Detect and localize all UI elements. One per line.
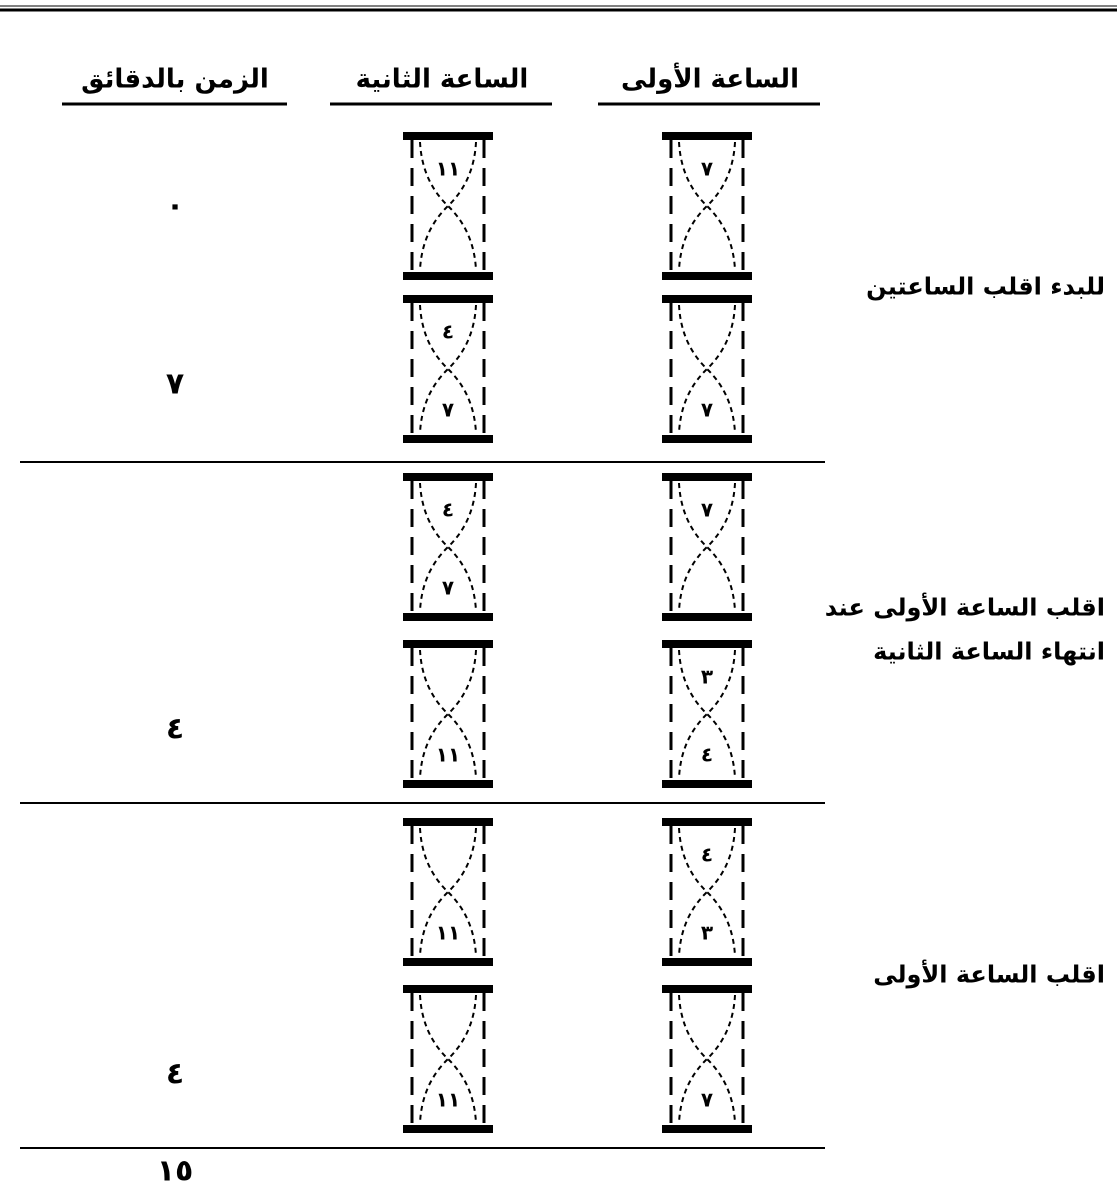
hourglass-glass xyxy=(678,482,736,612)
time-value: ٤ xyxy=(166,712,184,747)
sand-top: ١١ xyxy=(436,157,460,181)
sand-top: ٣ xyxy=(701,665,713,689)
hourglass-bottom xyxy=(662,613,752,621)
hourglass: ٤٧ xyxy=(403,473,493,621)
sand-bottom: ٣ xyxy=(701,921,713,945)
hourglass-glass xyxy=(678,649,736,779)
hourglass-top xyxy=(662,818,752,826)
hourglass-bottom xyxy=(403,272,493,280)
hourglass-bottom xyxy=(662,780,752,788)
hourglass-bottom xyxy=(662,272,752,280)
hourglass-bottom xyxy=(662,435,752,443)
hourglass-glass xyxy=(419,827,477,957)
hourglass-glass xyxy=(419,994,477,1124)
hourglass-bottom xyxy=(403,435,493,443)
hourglass: ٤٧ xyxy=(403,295,493,443)
hourglass-glass xyxy=(419,141,477,271)
sand-bottom: ٤ xyxy=(701,743,713,767)
hourglass-glass xyxy=(419,827,477,957)
hourglass-glass xyxy=(419,649,477,779)
header-second: الساعة الثانية xyxy=(356,65,529,95)
hourglass-glass xyxy=(678,649,736,779)
hourglass: ٧ xyxy=(662,985,752,1133)
hourglass-glass xyxy=(419,994,477,1124)
sand-top: ٤ xyxy=(442,498,454,522)
hourglass: ٧ xyxy=(662,132,752,280)
hourglass: ١١ xyxy=(403,132,493,280)
hourglass-bottom xyxy=(403,958,493,966)
hourglass-glass xyxy=(678,994,736,1124)
sand-top: ٤ xyxy=(442,320,454,344)
sand-top: ٧ xyxy=(701,157,713,181)
hourglass-top xyxy=(403,132,493,140)
hourglass: ٧ xyxy=(662,473,752,621)
hourglass-glass xyxy=(678,141,736,271)
hourglass-top xyxy=(403,473,493,481)
hourglass-top xyxy=(662,985,752,993)
hourglass-top xyxy=(662,295,752,303)
time-value: ٠ xyxy=(166,189,184,224)
hourglass-bottom xyxy=(662,958,752,966)
time-value: ٤ xyxy=(166,1057,184,1092)
step-label: اقلب الساعة الأولى xyxy=(873,960,1105,989)
sand-top: ٧ xyxy=(701,498,713,522)
hourglass-glass xyxy=(419,649,477,779)
sand-bottom: ٧ xyxy=(701,1088,713,1112)
header-time: الزمن بالدقائق xyxy=(81,65,269,95)
hourglass: ٧ xyxy=(662,295,752,443)
step-label: انتهاء الساعة الثانية xyxy=(873,638,1105,666)
sand-bottom: ١١ xyxy=(436,743,460,767)
hourglass-top xyxy=(662,473,752,481)
hourglass-top xyxy=(403,295,493,303)
hourglass-top xyxy=(403,818,493,826)
time-value: ٧ xyxy=(166,367,184,402)
hourglass: ٣٤ xyxy=(662,640,752,788)
hourglass: ١١ xyxy=(403,818,493,966)
hourglass-glass xyxy=(419,304,477,434)
hourglass-bottom xyxy=(403,613,493,621)
hourglass-glass xyxy=(678,827,736,957)
hourglass-top xyxy=(662,640,752,648)
sand-bottom: ١١ xyxy=(436,1088,460,1112)
hourglass-glass xyxy=(678,994,736,1124)
hourglass-bottom xyxy=(403,780,493,788)
hourglass: ١١ xyxy=(403,985,493,1133)
hourglass-top xyxy=(403,640,493,648)
hourglass-bottom xyxy=(403,1125,493,1133)
hourglass: ٤٣ xyxy=(662,818,752,966)
hourglass-glass xyxy=(419,141,477,271)
sand-bottom: ١١ xyxy=(436,921,460,945)
hourglass-glass xyxy=(419,482,477,612)
step-label: اقلب الساعة الأولى عند xyxy=(825,593,1105,622)
step-label: للبدء اقلب الساعتين xyxy=(866,273,1105,301)
hourglass-glass xyxy=(678,304,736,434)
hourglass: ١١ xyxy=(403,640,493,788)
sand-bottom: ٧ xyxy=(442,398,454,422)
total-time: ١٥ xyxy=(157,1154,194,1189)
hourglass-glass xyxy=(678,482,736,612)
hourglass-glass xyxy=(678,827,736,957)
hourglass-bottom xyxy=(662,1125,752,1133)
header-first: الساعة الأولى xyxy=(621,63,799,95)
hourglass-glass xyxy=(419,304,477,434)
hourglass-glass xyxy=(419,482,477,612)
sand-bottom: ٧ xyxy=(442,576,454,600)
hourglass-top xyxy=(403,985,493,993)
sand-bottom: ٧ xyxy=(701,398,713,422)
sand-top: ٤ xyxy=(701,843,713,867)
hourglass-top xyxy=(662,132,752,140)
hourglass-glass xyxy=(678,304,736,434)
hourglass-glass xyxy=(678,141,736,271)
